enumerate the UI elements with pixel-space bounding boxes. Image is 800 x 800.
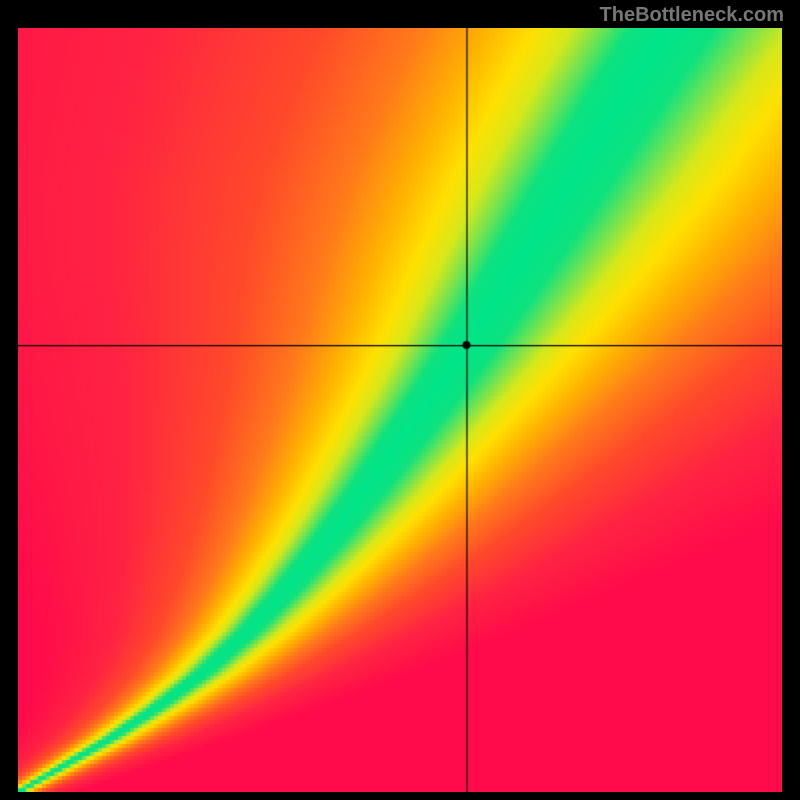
heatmap-plot — [18, 28, 782, 792]
heatmap-canvas — [18, 28, 782, 792]
watermark-text: TheBottleneck.com — [600, 4, 784, 27]
chart-container: TheBottleneck.com — [0, 0, 800, 800]
